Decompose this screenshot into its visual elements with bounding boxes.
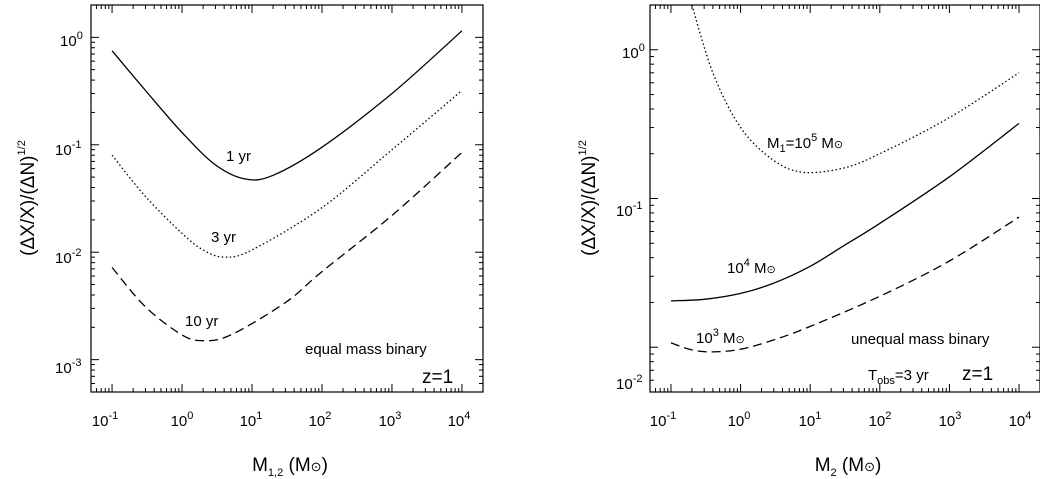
x-tick-label: 100 — [728, 410, 751, 430]
annotation-equal-mass: equal mass binary — [305, 341, 427, 358]
x-tick-label: 100 — [171, 410, 194, 430]
panel-unequal-mass: 10-1 100 101 102 103 104 10-2 10-1 100 M… — [577, 4, 1040, 479]
y-tick-label: 100 — [60, 30, 83, 50]
annotation-redshift: z=1 — [422, 367, 453, 388]
curve-label-10yr: 10 yr — [185, 313, 218, 330]
series-line-dashed — [111, 151, 463, 342]
x-tick-label: 103 — [939, 410, 962, 430]
y-tick-label: 10-1 — [616, 200, 642, 220]
x-tick-label: 102 — [869, 410, 892, 430]
series-line-solid — [670, 122, 1020, 302]
series-line-dotted — [111, 90, 463, 258]
x-tick-label: 10-1 — [92, 410, 118, 430]
y-axis-label: (ΔX/X)/(ΔN)1/2 — [577, 140, 600, 256]
y-tick-label: 10-1 — [55, 139, 81, 159]
annotation-tobs: Tobs=3 yr — [868, 367, 929, 387]
x-tick-label: 102 — [309, 410, 332, 430]
x-tick-label: 10-1 — [650, 410, 676, 430]
y-tick-label: 10-3 — [55, 357, 81, 377]
curve-label-3yr: 3 yr — [211, 229, 236, 246]
y-tick-label: 100 — [622, 42, 645, 62]
plot-frame — [90, 4, 484, 393]
curve-label-m1: M1=105 M⊙ — [767, 132, 843, 155]
x-axis-label: M2 (M⊙) — [815, 455, 882, 479]
panel-equal-mass: 10-1 100 101 102 103 104 10-3 10-2 10-1 … — [16, 4, 484, 479]
curves — [111, 30, 463, 342]
x-tick-label: 101 — [240, 410, 263, 430]
y-axis-label: (ΔX/X)/(ΔN)1/2 — [16, 140, 39, 256]
x-tick-label: 103 — [379, 410, 402, 430]
tick-marks — [649, 4, 1040, 393]
y-tick-label: 10-2 — [616, 373, 642, 393]
x-tick-label: 104 — [448, 410, 471, 430]
tick-marks — [90, 4, 484, 393]
series-line-solid — [111, 30, 463, 181]
series-line-dotted — [691, 4, 1020, 174]
curve-label-1e3: 103 M⊙ — [696, 327, 745, 347]
curve-label-1yr: 1 yr — [226, 148, 251, 165]
curves — [670, 4, 1020, 353]
x-tick-label: 101 — [799, 410, 822, 430]
curve-label-1e4: 104 M⊙ — [727, 257, 776, 277]
y-tick-label: 10-2 — [55, 247, 81, 267]
x-tick-label: 104 — [1009, 410, 1032, 430]
annotation-redshift: z=1 — [962, 364, 993, 385]
annotation-unequal-mass: unequal mass binary — [851, 331, 990, 348]
x-axis-label: M1,2 (M⊙) — [252, 455, 328, 479]
series-line-dashed — [670, 216, 1020, 353]
